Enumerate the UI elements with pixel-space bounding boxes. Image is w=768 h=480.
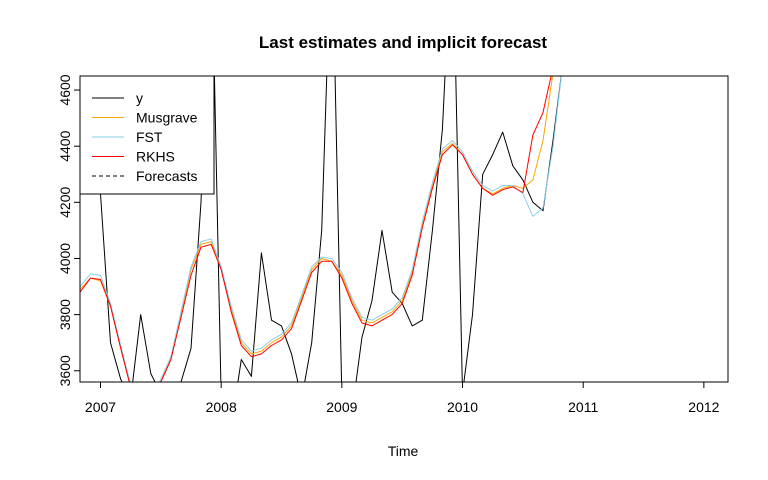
y-axis: 3600 3800 4000 4200 4400 4600 bbox=[57, 74, 80, 386]
legend: y Musgrave FST RKHS Forecasts bbox=[79, 75, 215, 195]
y-tick-label: 3800 bbox=[57, 299, 73, 330]
x-tick-label: 2008 bbox=[206, 399, 237, 415]
x-tick-label: 2010 bbox=[447, 399, 478, 415]
y-tick-label: 4200 bbox=[57, 187, 73, 218]
x-tick-label: 2009 bbox=[326, 399, 357, 415]
y-tick-label: 4000 bbox=[57, 243, 73, 274]
legend-label: Musgrave bbox=[136, 110, 198, 126]
series-line-rkhs bbox=[80, 76, 552, 382]
legend-label: FST bbox=[136, 129, 163, 145]
x-tick-label: 2007 bbox=[85, 399, 116, 415]
legend-label: Forecasts bbox=[136, 168, 197, 184]
plot-frame bbox=[79, 75, 729, 383]
x-tick-label: 2011 bbox=[568, 399, 598, 415]
legend-label: RKHS bbox=[136, 149, 175, 165]
series-line-fst bbox=[80, 76, 562, 382]
legend-label: y bbox=[136, 90, 143, 106]
series-line-y bbox=[80, 76, 562, 382]
chart-title: Last estimates and implicit forecast bbox=[259, 33, 547, 52]
legend-box bbox=[79, 75, 215, 195]
y-tick-label: 4600 bbox=[57, 74, 73, 105]
x-axis-label: Time bbox=[388, 443, 419, 459]
x-tick-label: 2012 bbox=[688, 399, 719, 415]
series-layer bbox=[80, 76, 562, 382]
y-tick-label: 3600 bbox=[57, 355, 73, 386]
x-axis: 2007 2008 2009 2010 2011 2012 bbox=[85, 382, 720, 415]
y-tick-label: 4400 bbox=[57, 130, 73, 161]
